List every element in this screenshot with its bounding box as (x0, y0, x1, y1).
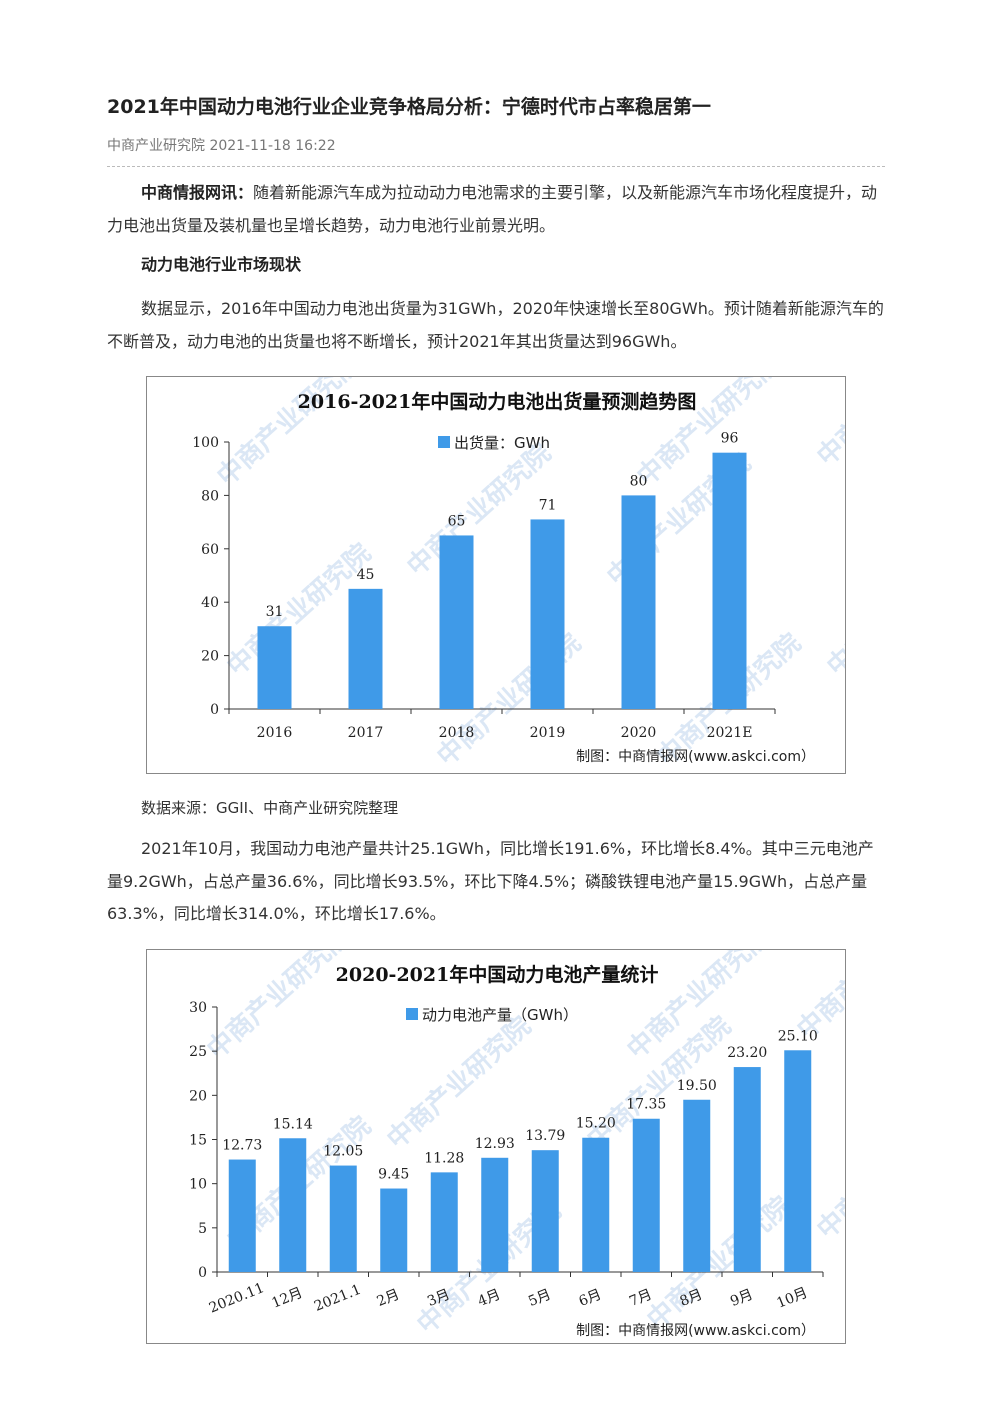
y-tick-label: 5 (198, 1221, 207, 1237)
bar (531, 1150, 559, 1272)
bar (348, 588, 383, 709)
data-label: 12.93 (475, 1136, 515, 1152)
bar (733, 1067, 761, 1272)
x-tick-label: 6月 (577, 1287, 604, 1310)
watermark: 中商产业研究院 (811, 377, 845, 472)
shipment-chart-svg: 中商产业研究院中商产业研究院中商产业研究院中商产业研究院中商产业研究院中商产业研… (192, 377, 845, 772)
paragraph-shipments: 数据显示，2016年中国动力电池出货量为31GWh，2020年快速增长至80GW… (107, 299, 884, 351)
y-tick-label: 0 (198, 1265, 207, 1281)
data-label: 25.10 (778, 1028, 818, 1044)
chart-credit: 制图：中商情报网(www.askci.com） (576, 749, 815, 765)
y-tick-label: 20 (189, 1088, 207, 1104)
legend-label: 动力电池产量（GWh） (422, 1006, 578, 1024)
watermark: 中商产业研究院 (201, 950, 357, 1065)
data-label: 23.20 (727, 1045, 767, 1061)
data-label: 17.35 (626, 1097, 666, 1113)
chart-title: 2016-2021年中国动力电池出货量预测趋势图 (298, 390, 697, 413)
shipment-chart: 中商产业研究院 中商产业研究院 中商产业研究院 中商产业研究院 中商产业研究院 中商产业研… (146, 376, 846, 774)
data-label: 80 (630, 473, 648, 489)
bar (257, 626, 292, 709)
intro-paragraph: 中商情报网讯：随着新能源汽车成为拉动动力电池需求的主要引擎，以及新能源汽车市场化… (107, 177, 885, 242)
bar (439, 535, 474, 709)
data-label: 45 (357, 567, 375, 583)
y-tick-label: 15 (189, 1133, 207, 1149)
production-chart: 中商产业研究院 中商产业研究院 中商产业研究院 中商产业研究院 中商产业研究院 中商产业研… (146, 949, 846, 1344)
x-tick-label: 2016 (257, 725, 293, 741)
legend-swatch (438, 436, 450, 448)
x-tick-label: 2019 (530, 725, 566, 741)
data-source: 数据来源：GGII、中商产业研究院整理 (141, 799, 399, 817)
watermark: 中商产业研究院 (811, 1100, 845, 1245)
data-label: 11.28 (424, 1150, 464, 1166)
bar (632, 1118, 660, 1272)
watermark: 中商产业研究院 (641, 1190, 797, 1335)
y-tick-label: 60 (201, 542, 219, 558)
bar (784, 1050, 812, 1272)
data-label: 19.50 (677, 1078, 717, 1094)
data-label: 15.20 (576, 1116, 616, 1132)
chart-credit: 制图：中商情报网(www.askci.com） (576, 1323, 815, 1339)
watermark: 中商产业研究院 (381, 1010, 537, 1155)
intro-text: 随着新能源汽车成为拉动动力电池需求的主要引擎，以及新能源汽车市场化程度提升，动力… (107, 183, 878, 235)
y-tick-label: 100 (192, 435, 219, 451)
bar (430, 1172, 458, 1272)
paragraph-production: 2021年10月，我国动力电池产量共计25.1GWh，同比增长191.6%，环比… (107, 839, 874, 923)
y-tick-label: 30 (189, 1000, 207, 1016)
data-label: 13.79 (525, 1128, 565, 1144)
bar (712, 452, 747, 709)
data-label: 96 (721, 431, 739, 447)
legend-swatch (406, 1008, 418, 1020)
legend-label: 出货量：GWh (454, 434, 550, 452)
x-tick-label: 9月 (728, 1287, 755, 1310)
bar (329, 1165, 357, 1272)
watermark: 中商产业研究院 (821, 537, 845, 682)
bar (228, 1159, 256, 1272)
y-tick-label: 20 (201, 649, 219, 665)
chart-title: 2020-2021年中国动力电池产量统计 (336, 963, 659, 986)
data-label: 65 (448, 513, 466, 529)
x-tick-label: 4月 (476, 1287, 503, 1310)
data-label: 12.05 (323, 1144, 363, 1160)
article-title: 2021年中国动力电池行业企业竞争格局分析：宁德时代市占率稳居第一 (107, 96, 711, 118)
x-tick-label: 2月 (375, 1287, 402, 1310)
x-tick-label: 7月 (627, 1287, 654, 1310)
y-tick-label: 0 (210, 702, 219, 718)
x-tick-label: 2021.1 (312, 1282, 363, 1315)
x-tick-label: 2017 (348, 725, 384, 741)
bar (530, 519, 565, 709)
y-tick-label: 80 (201, 488, 219, 504)
x-tick-label: 5月 (526, 1287, 553, 1310)
x-tick-label: 2021E (707, 725, 753, 741)
bar (380, 1188, 408, 1272)
bar (481, 1157, 509, 1272)
x-tick-label: 8月 (678, 1287, 705, 1310)
article-meta: 中商产业研究院 2021-11-18 16:22 (107, 138, 336, 154)
y-tick-label: 40 (201, 595, 219, 611)
bar (582, 1137, 610, 1272)
data-label: 9.45 (378, 1167, 409, 1183)
x-tick-label: 12月 (269, 1285, 305, 1312)
bar (683, 1099, 711, 1272)
data-label: 71 (539, 497, 557, 513)
data-label: 15.14 (273, 1116, 313, 1132)
x-tick-label: 2020 (621, 725, 657, 741)
divider (107, 166, 885, 167)
intro-lead: 中商情报网讯： (141, 183, 254, 202)
x-tick-label: 2020.11 (207, 1280, 267, 1317)
y-tick-label: 25 (189, 1044, 207, 1060)
x-tick-label: 10月 (774, 1285, 810, 1312)
data-label: 12.73 (222, 1138, 262, 1154)
x-tick-label: 3月 (425, 1287, 452, 1310)
bar (621, 495, 656, 709)
x-tick-label: 2018 (439, 725, 475, 741)
y-tick-label: 10 (189, 1177, 207, 1193)
section-heading: 动力电池行业市场现状 (141, 255, 302, 274)
bar (279, 1138, 307, 1272)
data-label: 31 (266, 604, 284, 620)
